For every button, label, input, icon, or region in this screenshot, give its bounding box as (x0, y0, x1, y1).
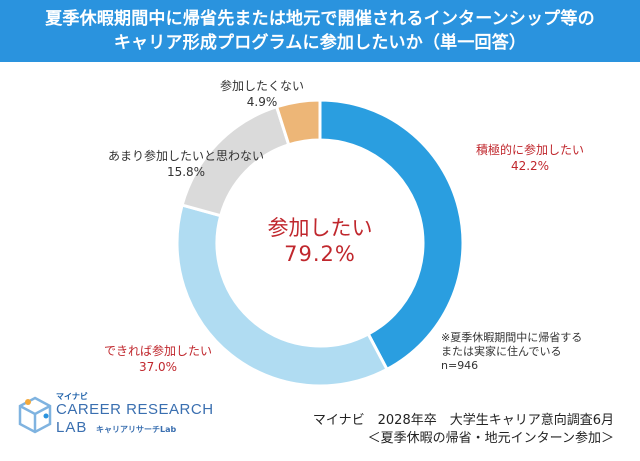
source-line-2: ＜夏季休暇の帰省・地元インターン参加＞ (367, 431, 614, 446)
slice-label-active: 積極的に参加したい 42.2% (476, 142, 584, 174)
slice-label-if-possible-name: できれば参加したい (104, 344, 213, 358)
center-label: 参加したい 79.2% (240, 215, 400, 267)
slice-label-active-value: 42.2% (510, 159, 550, 173)
sample-note: ※夏季休暇期間中に帰省する または実家に住んでいる n=946 (441, 331, 582, 373)
center-label-name: 参加したい (267, 216, 373, 240)
title-line-1: 夏季休暇期間中に帰省先または地元で開催されるインターンシップ等の (45, 9, 595, 29)
logo-lab-text: LAB (56, 419, 88, 436)
slice-active (318, 98, 465, 372)
slice-if-possible (175, 203, 390, 388)
slice-label-if-possible-value: 37.0% (138, 360, 178, 374)
logo-main-text: CAREER RESEARCH (56, 401, 214, 418)
note-line-2: または実家に住んでいる (441, 345, 562, 358)
slice-label-no-name: 参加したくない (220, 79, 305, 93)
logo-brand: マイナビ (56, 392, 88, 401)
note-line-1: ※夏季休暇期間中に帰省する (441, 331, 583, 344)
slice-label-not-much-value: 15.8% (166, 165, 206, 179)
cube-logo-icon (18, 396, 52, 434)
logo-sub-text: キャリアリサーチLab (96, 425, 177, 434)
slice-label-no-value: 4.9% (246, 95, 278, 109)
slice-label-not-much: あまり参加したいと思わない 15.8% (108, 148, 264, 180)
slice-label-active-name: 積極的に参加したい (476, 143, 585, 157)
title-banner: 夏季休暇期間中に帰省先または地元で開催されるインターンシップ等の キャリア形成プ… (0, 0, 640, 62)
title-line-2: キャリア形成プログラムに参加したいか（単一回答） (113, 33, 527, 53)
slice-label-if-possible: できれば参加したい 37.0% (104, 343, 212, 375)
career-research-lab-logo: マイナビ CAREER RESEARCH LAB キャリアリサーチLab (16, 388, 213, 448)
source-line-1: マイナビ 2028年卒 大学生キャリア意向調査6月 (312, 413, 614, 428)
slice-label-not-much-name: あまり参加したいと思わない (108, 149, 265, 163)
source-credit: マイナビ 2028年卒 大学生キャリア意向調査6月 ＜夏季休暇の帰省・地元インタ… (313, 412, 614, 448)
donut-chart (175, 98, 465, 388)
slice-label-no: 参加したくない 4.9% (220, 78, 304, 110)
note-line-3: n=946 (441, 359, 479, 372)
slice-no (274, 98, 322, 147)
center-label-value: 79.2% (284, 242, 356, 266)
